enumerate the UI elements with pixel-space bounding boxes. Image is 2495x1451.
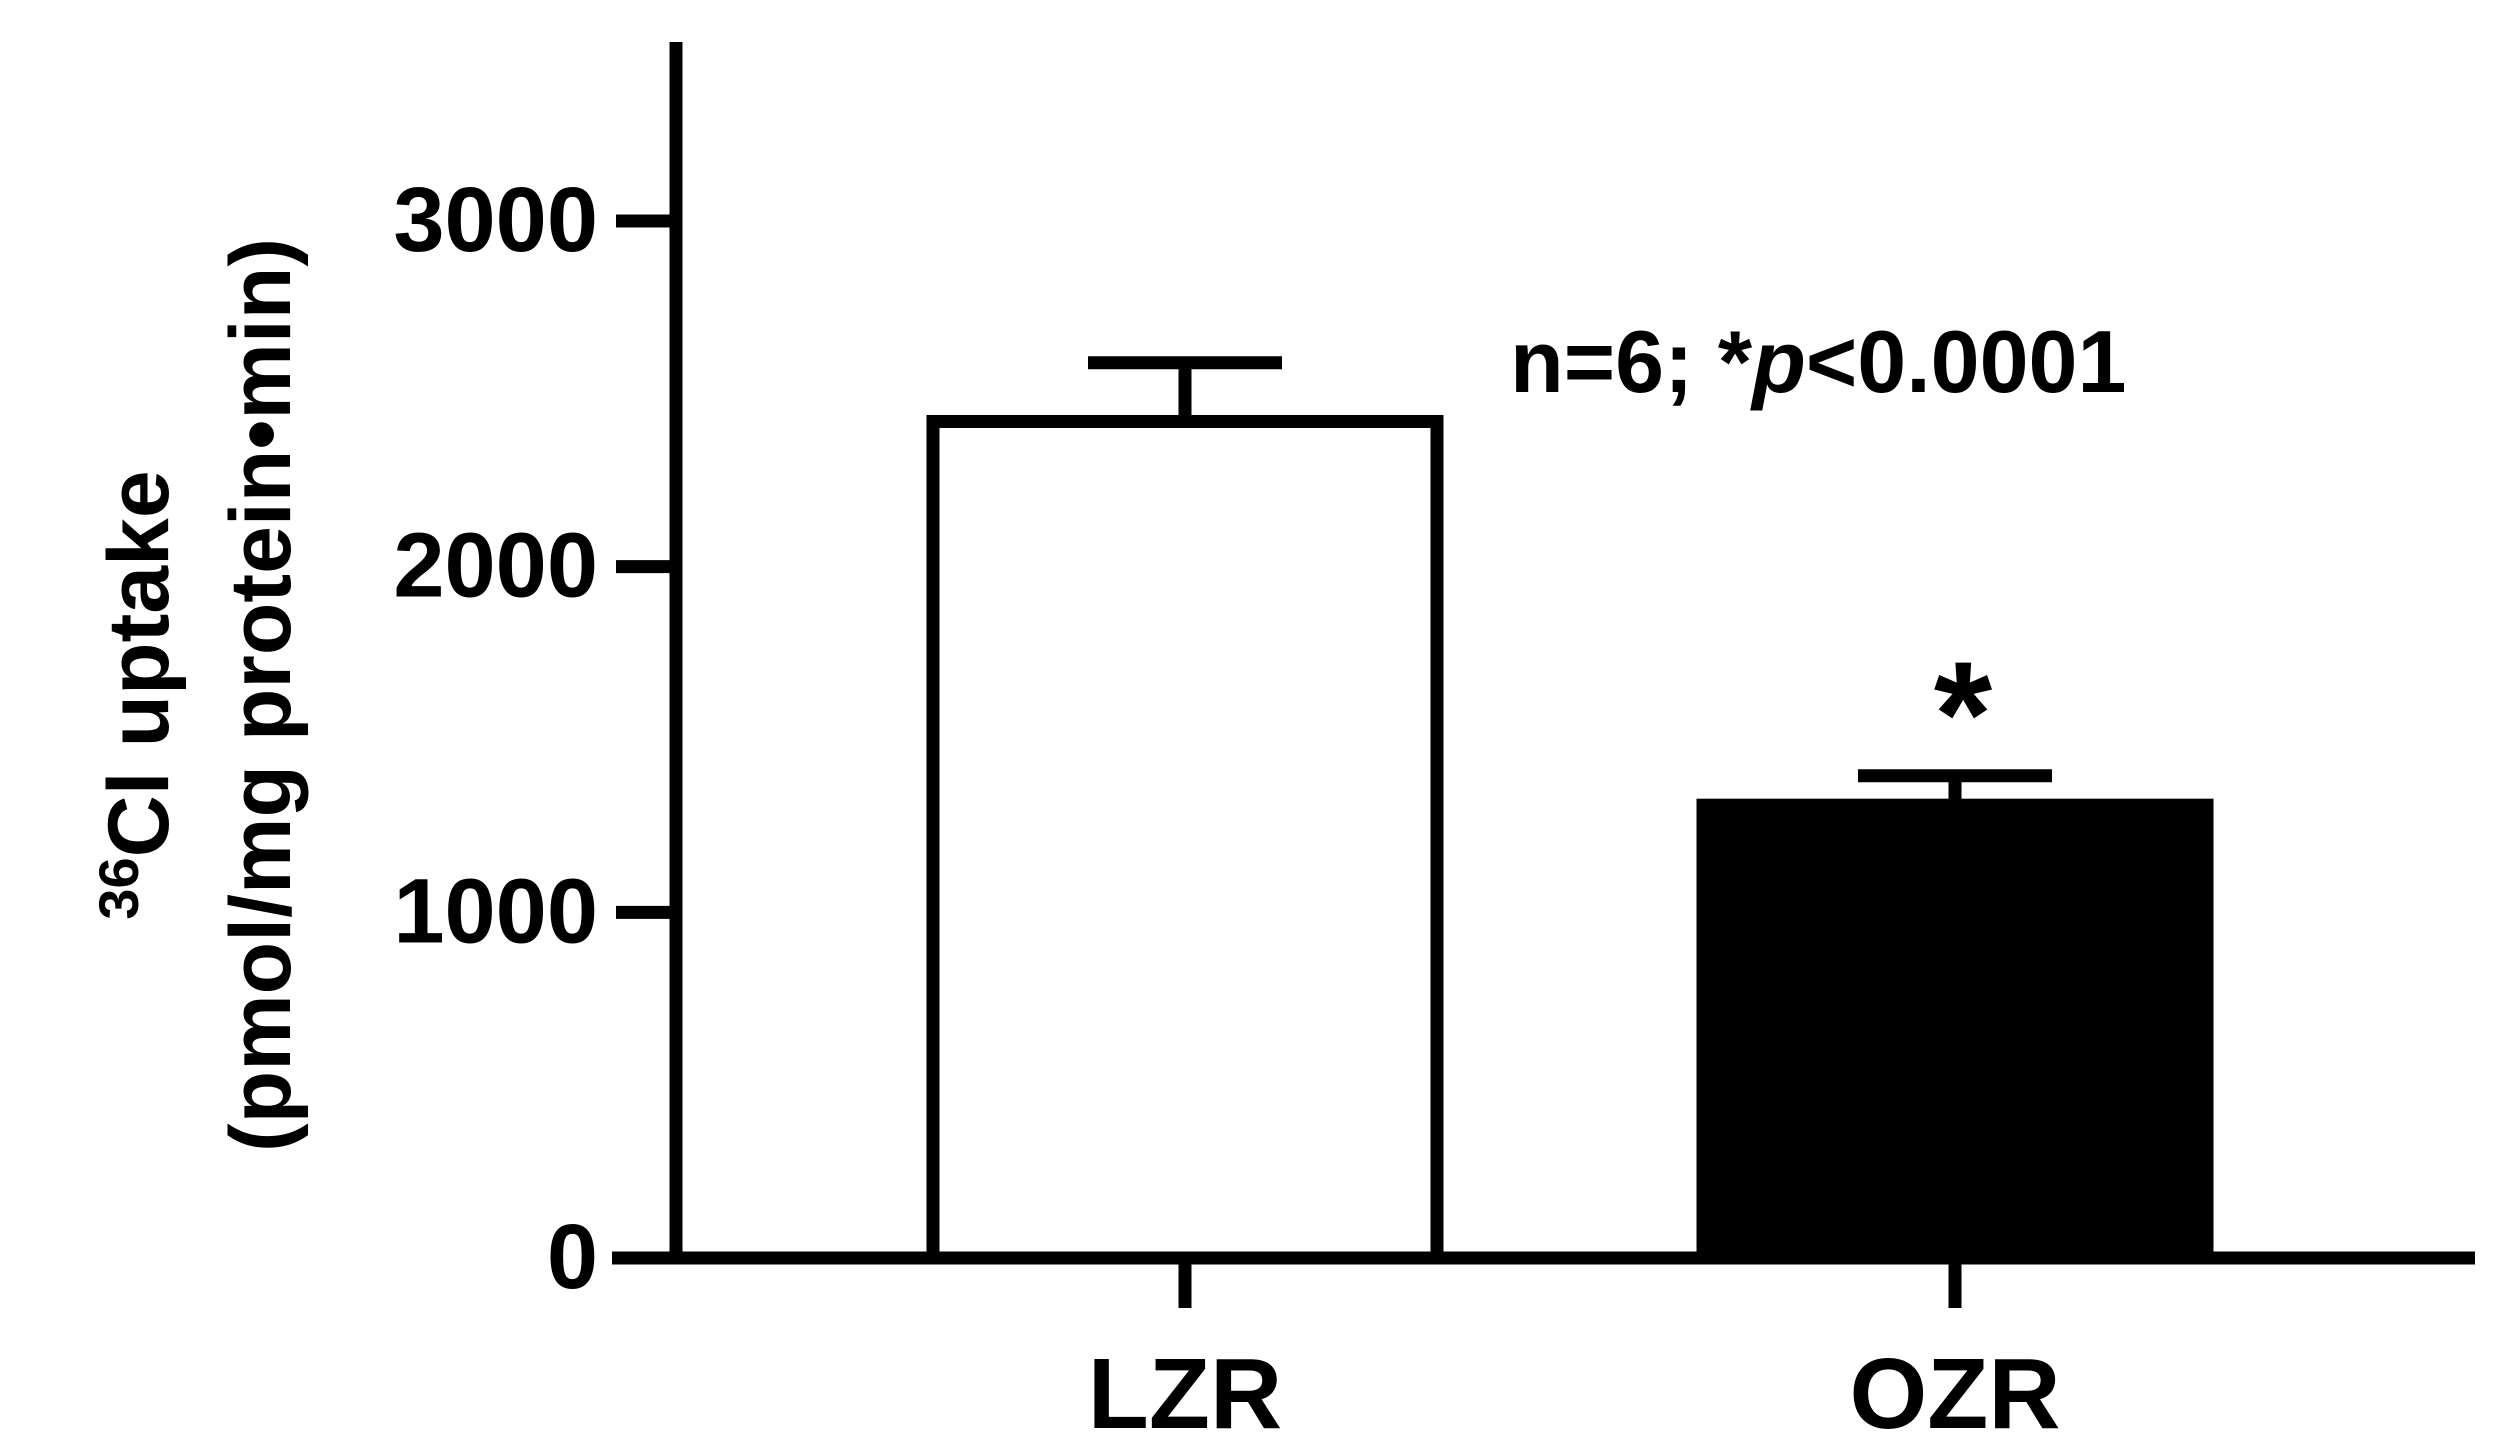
x-tick-label-ozr: OZR bbox=[1849, 1338, 2060, 1450]
significance-asterisk: * bbox=[1934, 630, 1993, 798]
stats-annotation-prefix: n=6; * bbox=[1510, 312, 1753, 411]
y-axis-title-superscript: 36 bbox=[87, 857, 150, 919]
stats-annotation-suffix: <0.0001 bbox=[1806, 312, 2127, 411]
y-tick-label: 1000 bbox=[393, 860, 598, 962]
y-axis-title-main: Cl uptake bbox=[91, 470, 187, 857]
bar-lzr bbox=[926, 414, 1444, 1265]
x-axis-ticks: LZR OZR bbox=[1088, 1258, 2061, 1450]
stats-annotation: n=6; *p<0.0001 bbox=[1510, 312, 2126, 411]
y-tick-label: 3000 bbox=[393, 169, 598, 271]
bar-ozr bbox=[1696, 798, 2214, 1265]
bars: * bbox=[926, 356, 2214, 1265]
y-tick-label: 2000 bbox=[393, 515, 598, 617]
y-axis-title-line1: 36Cl uptake bbox=[87, 470, 187, 919]
stats-annotation-italic: p bbox=[1750, 312, 1806, 411]
y-axis-title-line2: (pmol/mg protein•min) bbox=[213, 238, 309, 1152]
y-tick-label: 0 bbox=[547, 1206, 598, 1308]
x-tick-label-lzr: LZR bbox=[1088, 1338, 1282, 1450]
y-axis-ticks: 0 1000 2000 3000 bbox=[393, 169, 676, 1308]
